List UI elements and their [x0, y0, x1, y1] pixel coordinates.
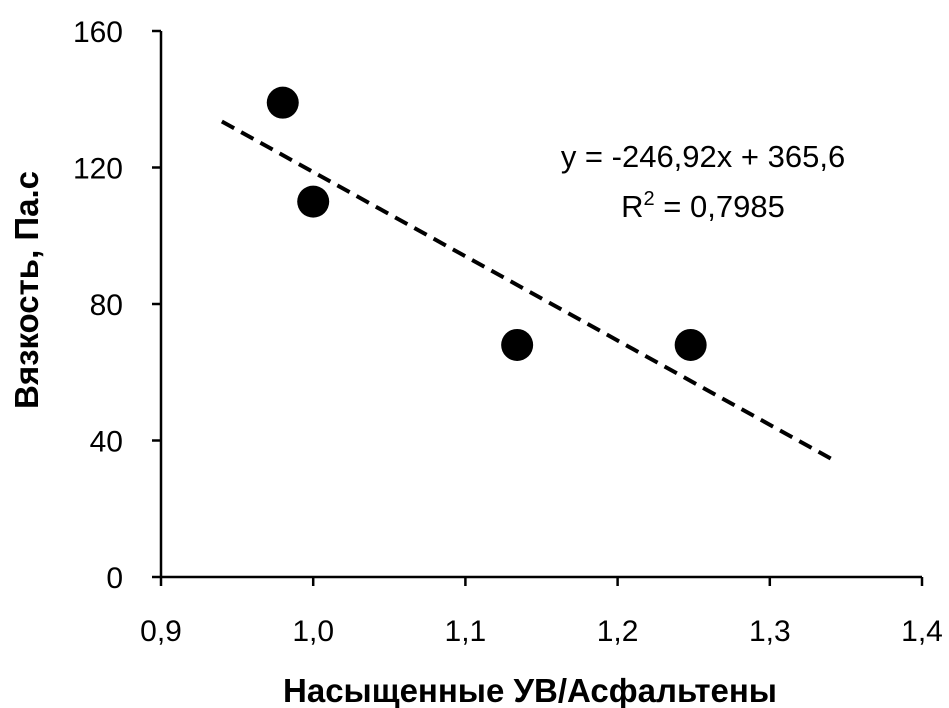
- data-point: [266, 86, 299, 119]
- r-squared-value: = 0,7985: [655, 189, 785, 224]
- y-axis-title: Вязкость, Па.с: [8, 171, 45, 409]
- r-squared-prefix: R: [621, 189, 643, 224]
- trendline-equation: y = -246,92x + 365,6: [561, 139, 845, 174]
- x-tick-label: 1,1: [445, 615, 487, 648]
- y-axis-ticks: 0 40 80 120 160: [73, 16, 161, 595]
- x-tick-label: 1,3: [749, 615, 791, 648]
- y-tick-label: 80: [90, 289, 123, 322]
- x-tick-label: 1,0: [292, 615, 334, 648]
- y-tick-label: 0: [106, 562, 123, 595]
- r-squared-superscript: 2: [644, 188, 655, 210]
- data-points: [266, 86, 707, 361]
- x-axis-title: Насыщенные УВ/Асфальтены: [283, 672, 777, 708]
- x-tick-label: 1,2: [597, 615, 639, 648]
- x-tick-label: 0,9: [140, 615, 182, 648]
- data-point: [297, 185, 330, 218]
- y-tick-label: 40: [90, 426, 123, 459]
- data-point: [501, 328, 534, 361]
- x-axis-ticks: 0,9 1,0 1,1 1,2 1,3 1,4: [140, 577, 943, 648]
- y-tick-label: 120: [73, 153, 123, 186]
- data-point: [674, 328, 707, 361]
- y-tick-label: 160: [73, 16, 123, 49]
- trendline: [220, 119, 832, 461]
- trendline-r-squared: R2 = 0,7985: [621, 188, 785, 224]
- x-tick-label: 1,4: [901, 615, 943, 648]
